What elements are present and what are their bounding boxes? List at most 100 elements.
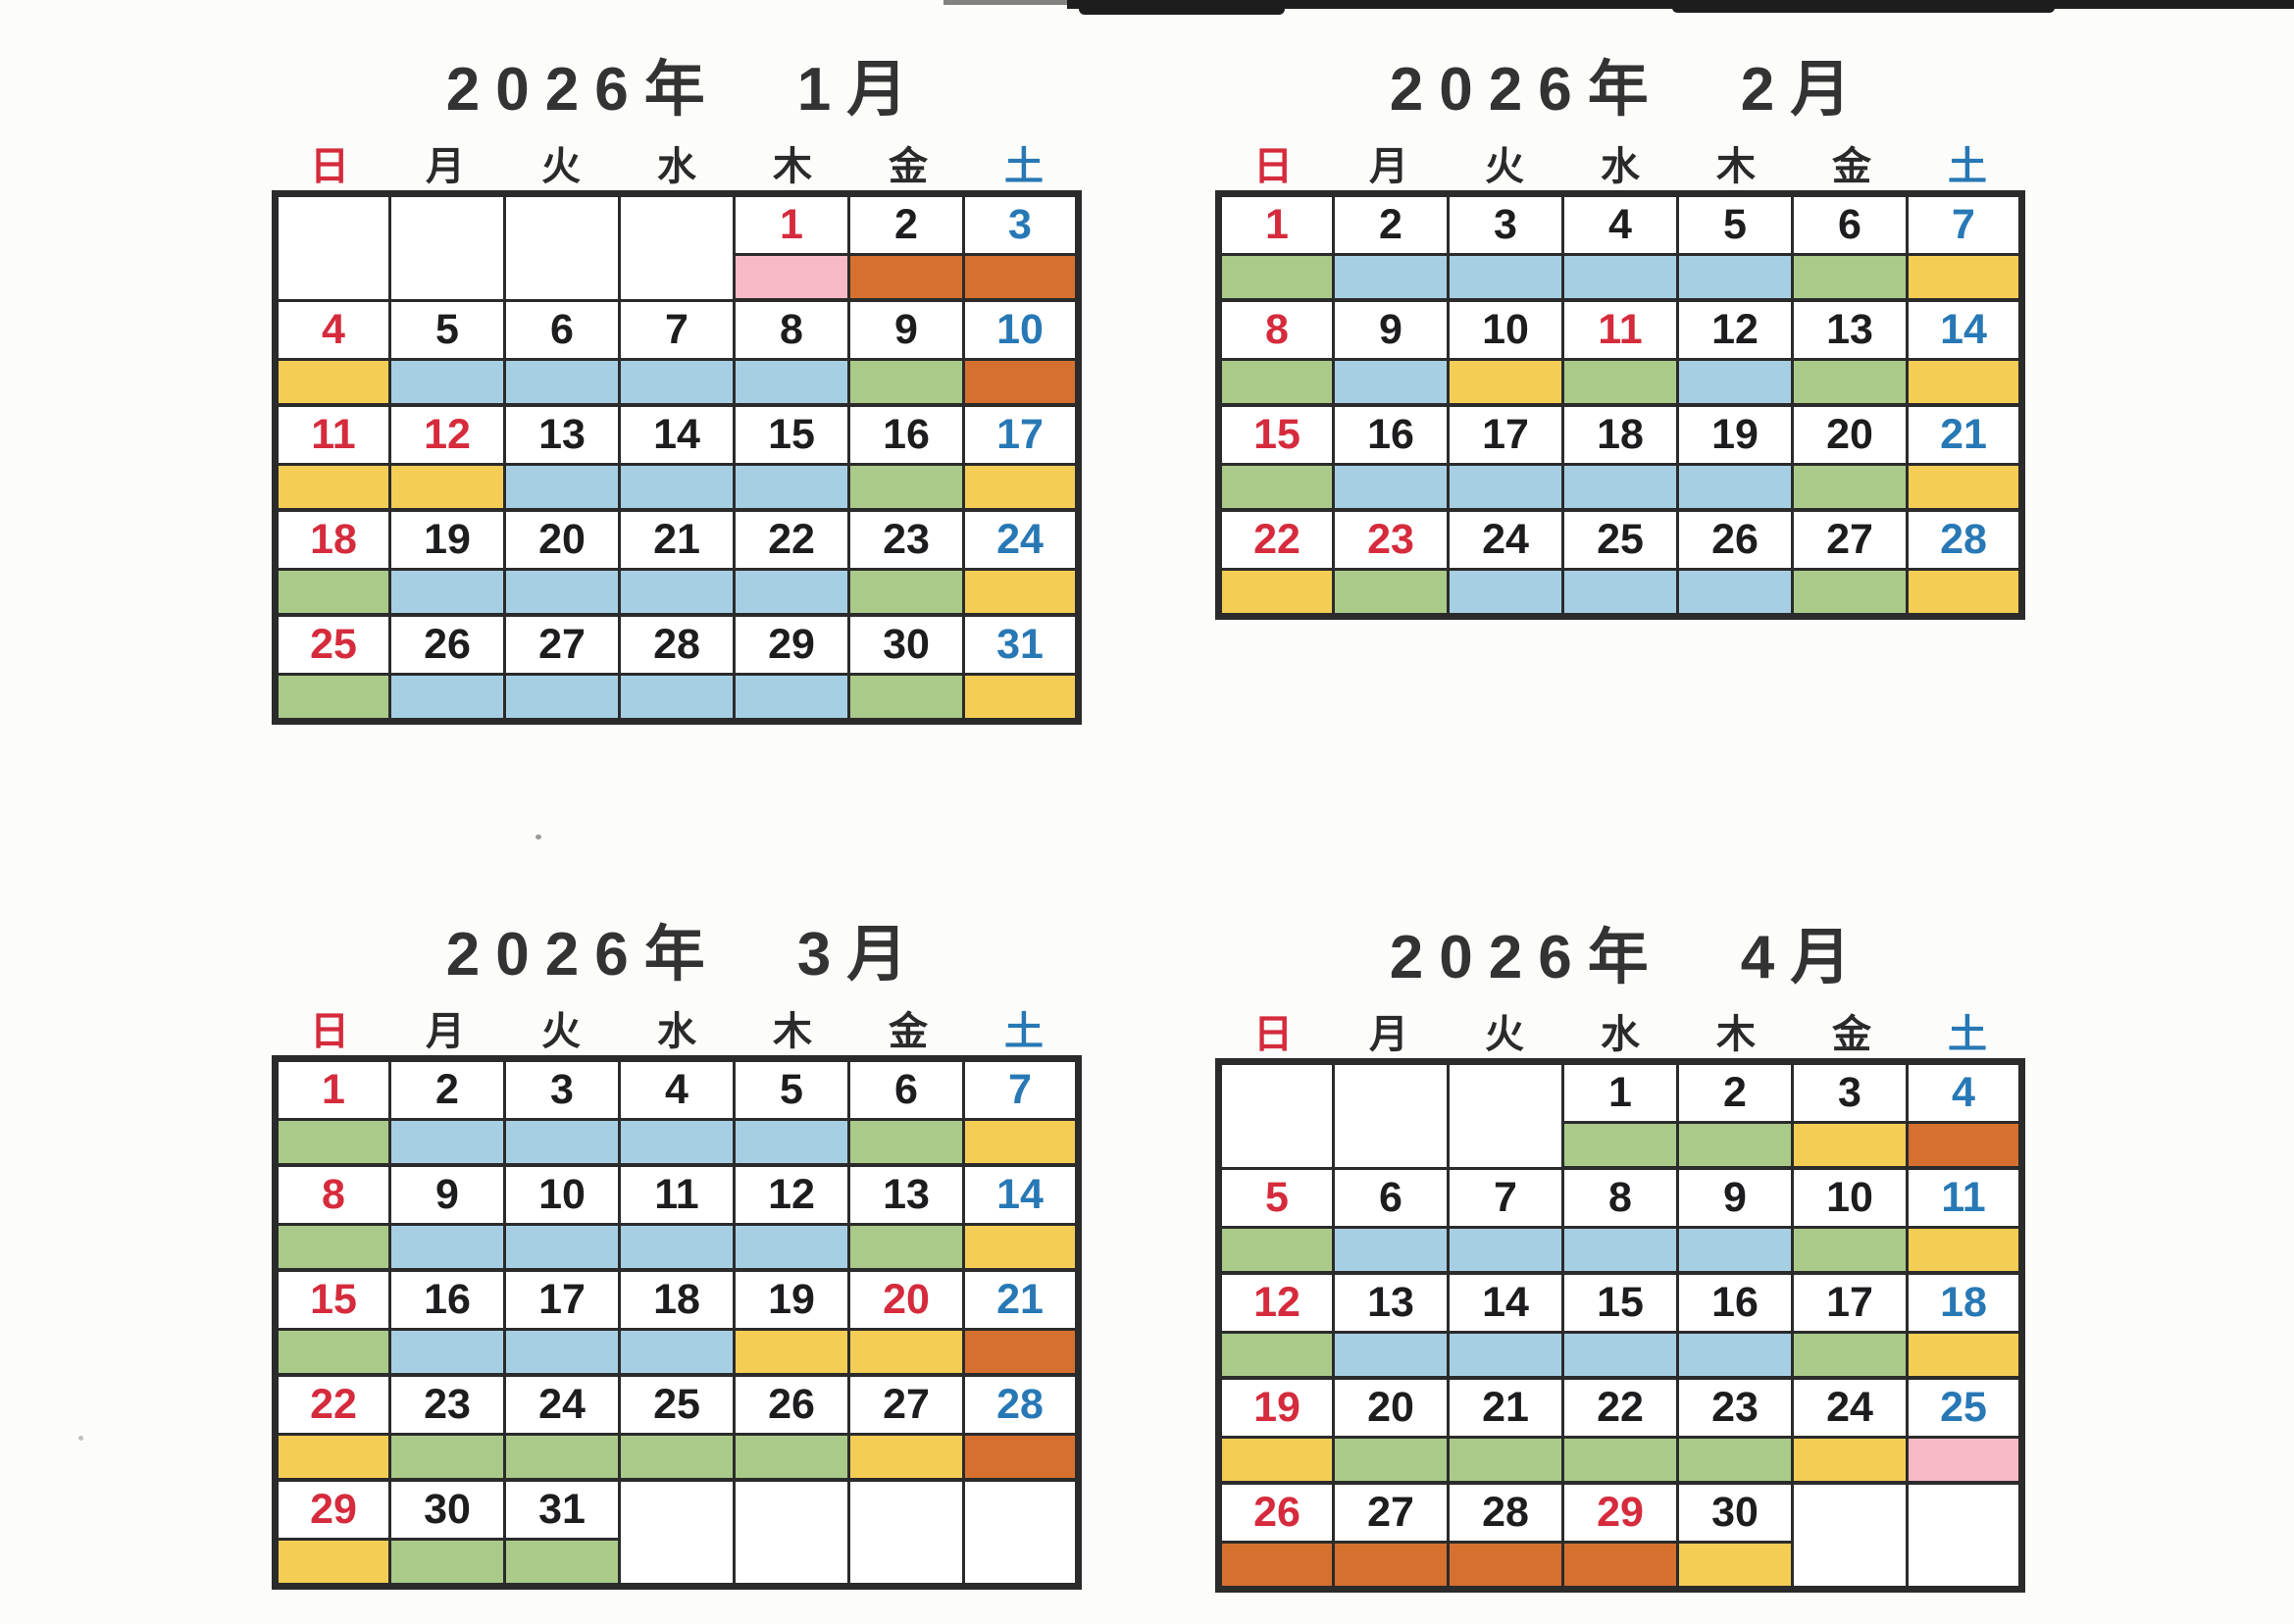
empty-day-cell (962, 1478, 1080, 1588)
color-band-cell (847, 1223, 965, 1272)
calendar-grid: 1 2 3 4 5 6 7 8 9 10 11 12 13 14 15 16 17 18 19 20 21 22 23 24 2… (1215, 1058, 2025, 1593)
month-february-2026: 2026年 2月 日月火水木金土 1 2 3 4 5 6 7 8 9 10 11 12 13 14 15 16… (1215, 49, 2025, 620)
day-number-cell: 28 (618, 613, 736, 676)
color-band-cell (847, 463, 965, 512)
day-number-cell: 1 (733, 192, 850, 256)
color-band-cell (274, 1328, 391, 1377)
month-title: 2026年 1月 (445, 56, 924, 124)
weekday-label: 日 (1253, 1013, 1293, 1056)
day-number-cell: 13 (503, 403, 621, 466)
weekday-label: 火 (541, 1010, 581, 1053)
day-number-cell: 6 (1791, 192, 1909, 256)
day-number-cell: 8 (1217, 298, 1335, 361)
day-number-cell: 1 (274, 1057, 391, 1121)
color-band-cell (618, 673, 736, 724)
day-number-cell: 9 (1676, 1166, 1794, 1229)
color-band-cell (847, 1118, 965, 1167)
color-band-cell (618, 358, 736, 407)
day-number-cell: 12 (1217, 1271, 1335, 1334)
empty-day-cell (1791, 1481, 1909, 1591)
color-band-cell (1447, 568, 1564, 619)
weekday-label: 金 (1832, 145, 1871, 188)
day-number-cell: 2 (1332, 192, 1450, 256)
day-number-cell: 30 (847, 613, 965, 676)
day-number-cell: 22 (1561, 1376, 1679, 1439)
calendar-grid: 1 2 3 4 5 6 7 8 9 10 11 12 13 14 15 16 17 18 19 20 21 22 23 24 2… (1215, 190, 2025, 620)
color-band-cell (1561, 1331, 1679, 1380)
color-band-cell (274, 1223, 391, 1272)
day-number-cell: 13 (1332, 1271, 1450, 1334)
weekday-label: 日 (310, 1010, 349, 1053)
day-number-cell: 7 (618, 298, 736, 361)
weekday-label: 月 (426, 1010, 465, 1053)
day-number-cell: 10 (503, 1163, 621, 1226)
color-band-cell (1791, 463, 1909, 512)
day-number-cell: 4 (1561, 192, 1679, 256)
day-number-cell: 22 (733, 508, 850, 571)
color-band-cell (1217, 1436, 1335, 1485)
day-number-cell: 26 (1217, 1481, 1335, 1544)
color-band-cell (503, 1433, 621, 1482)
color-band-cell (733, 1223, 850, 1272)
color-band-cell (274, 673, 391, 724)
weekday-label: 土 (1948, 145, 1987, 188)
color-band-cell (1332, 1436, 1450, 1485)
day-number-cell: 11 (274, 403, 391, 466)
weekday-label: 水 (657, 1010, 696, 1053)
color-band-cell (847, 358, 965, 407)
day-number-cell: 3 (962, 192, 1080, 256)
empty-day-cell (847, 1478, 965, 1588)
color-band-cell (847, 1433, 965, 1482)
color-band-cell (1561, 1121, 1679, 1170)
color-band-cell (733, 463, 850, 512)
color-band-cell (1561, 358, 1679, 407)
day-number-cell: 20 (1791, 403, 1909, 466)
day-number-cell: 5 (1676, 192, 1794, 256)
color-band-cell (1447, 1541, 1564, 1592)
day-number-cell: 15 (733, 403, 850, 466)
day-number-cell: 11 (618, 1163, 736, 1226)
day-number-cell: 3 (503, 1057, 621, 1121)
color-band-cell (847, 568, 965, 617)
day-number-cell: 24 (1791, 1376, 1909, 1439)
day-number-cell: 19 (1217, 1376, 1335, 1439)
color-band-cell (388, 673, 506, 724)
day-number-cell: 17 (1447, 403, 1564, 466)
day-number-cell: 15 (274, 1268, 391, 1331)
color-band-cell (733, 1328, 850, 1377)
day-number-cell: 7 (1906, 192, 2023, 256)
month-title: 2026年 2月 (1389, 56, 1867, 124)
day-number-cell: 20 (503, 508, 621, 571)
color-band-cell (1217, 358, 1335, 407)
day-number-cell: 9 (847, 298, 965, 361)
day-number-cell: 18 (618, 1268, 736, 1331)
weekday-label: 金 (1832, 1013, 1871, 1056)
color-band-cell (1791, 1226, 1909, 1275)
day-number-cell: 20 (1332, 1376, 1450, 1439)
day-number-cell: 23 (847, 508, 965, 571)
day-number-cell: 24 (1447, 508, 1564, 571)
color-band-cell (388, 1433, 506, 1482)
month-january-2026: 2026年 1月 日月火水木金土 1 2 3 4 5 6 7 8 9 10 11 12 13 14 15 16… (272, 49, 1082, 725)
color-band-cell (388, 1538, 506, 1589)
scan-edge-artifact (1672, 0, 2055, 13)
day-number-cell: 11 (1906, 1166, 2023, 1229)
day-number-cell: 25 (618, 1373, 736, 1436)
day-number-cell: 11 (1561, 298, 1679, 361)
color-band-cell (1332, 1541, 1450, 1592)
day-number-cell: 31 (962, 613, 1080, 676)
color-band-cell (503, 1223, 621, 1272)
day-number-cell: 16 (1332, 403, 1450, 466)
day-number-cell: 27 (1332, 1481, 1450, 1544)
color-band-cell (1791, 358, 1909, 407)
color-band-cell (962, 568, 1080, 617)
color-band-cell (733, 1433, 850, 1482)
empty-day-cell (1906, 1481, 2023, 1591)
color-band-cell (1906, 253, 2023, 302)
color-band-cell (1332, 358, 1450, 407)
color-band-cell (1906, 463, 2023, 512)
color-band-cell (962, 1328, 1080, 1377)
day-number-cell: 4 (618, 1057, 736, 1121)
month-march-2026: 2026年 3月 日月火水木金土 1 2 3 4 5 6 7 8 9 10 11 12 13 14 15 16… (272, 914, 1082, 1590)
